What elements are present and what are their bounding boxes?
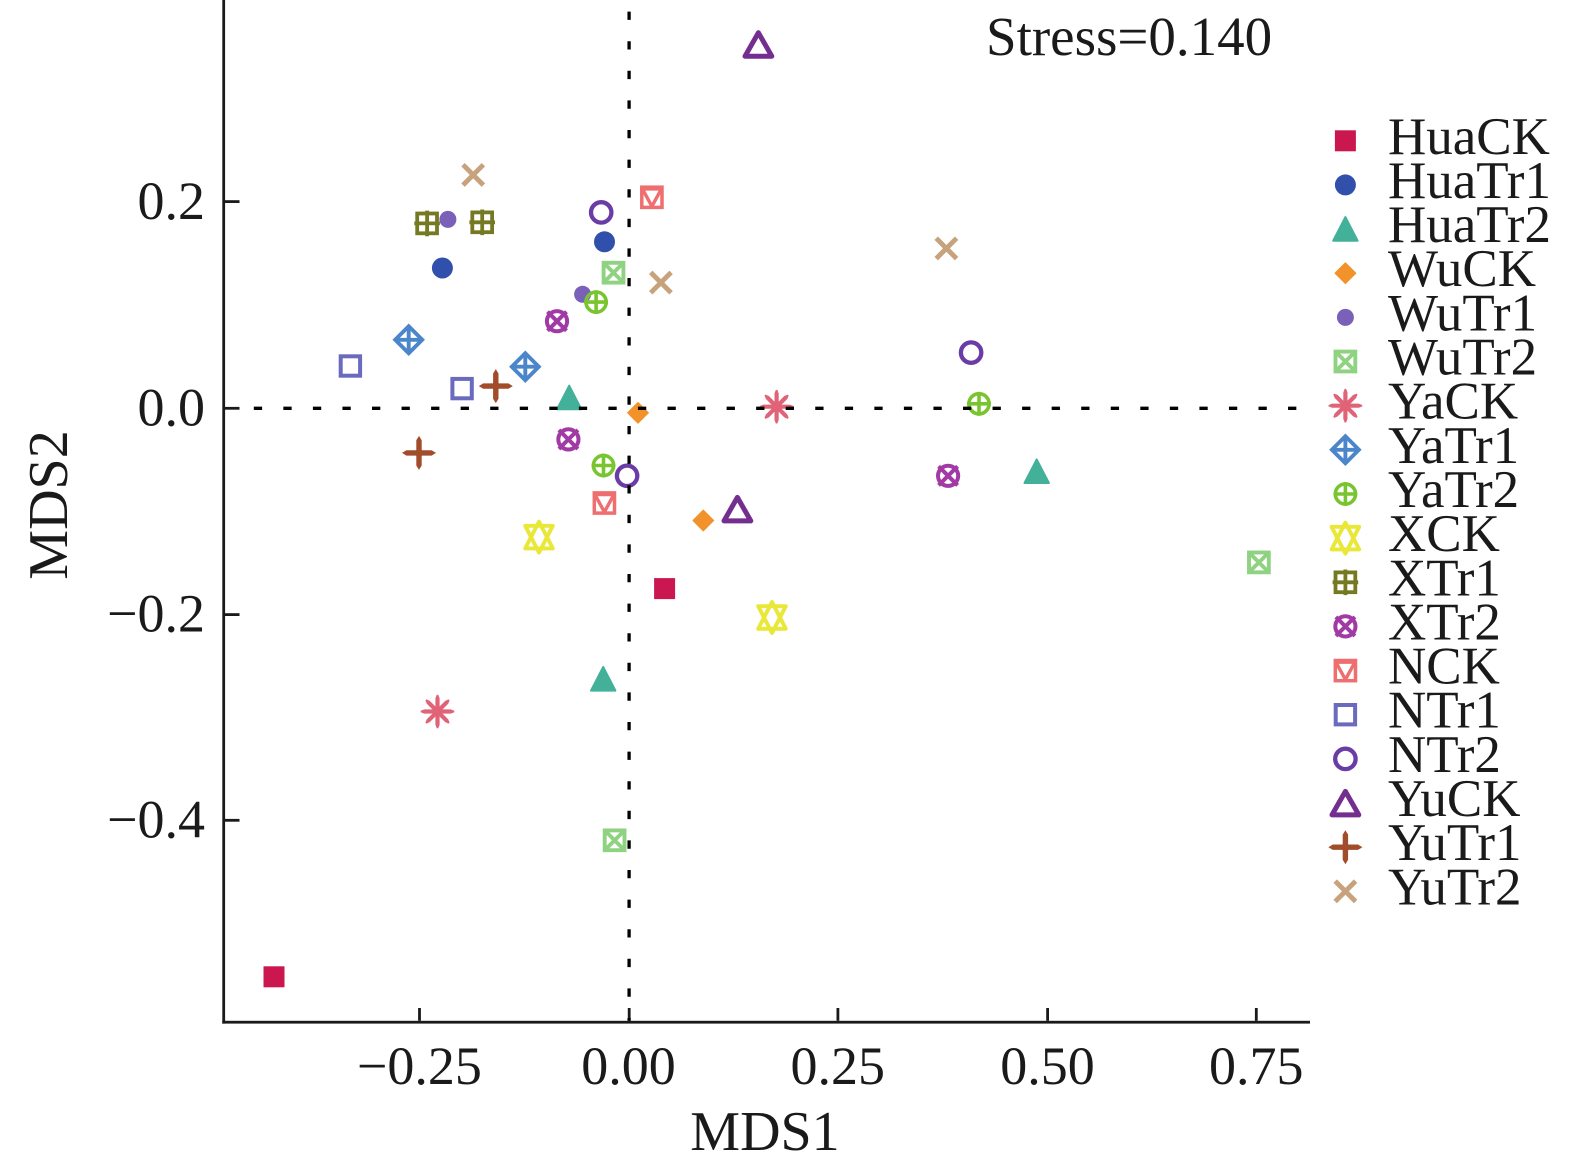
svg-text:XTr1: XTr1 [1388, 549, 1501, 607]
svg-text:0.00: 0.00 [581, 1036, 676, 1096]
svg-text:HuaTr2: HuaTr2 [1388, 196, 1551, 254]
svg-text:YaCK: YaCK [1388, 373, 1518, 431]
svg-text:Stress=0.140: Stress=0.140 [986, 6, 1272, 67]
svg-text:HuaCK: HuaCK [1388, 108, 1550, 166]
svg-text:YaTr2: YaTr2 [1388, 461, 1519, 519]
svg-text:−0.4: −0.4 [107, 790, 205, 850]
svg-text:−0.2: −0.2 [107, 584, 205, 644]
svg-text:YuTr2: YuTr2 [1388, 858, 1522, 916]
svg-text:0.2: 0.2 [138, 171, 206, 231]
svg-text:WuCK: WuCK [1388, 240, 1536, 298]
svg-text:0.50: 0.50 [1000, 1036, 1095, 1096]
svg-text:YuTr1: YuTr1 [1388, 814, 1522, 872]
svg-text:YaTr1: YaTr1 [1388, 417, 1519, 475]
svg-text:XTr2: XTr2 [1388, 593, 1501, 651]
svg-text:0.75: 0.75 [1209, 1036, 1304, 1096]
svg-text:XCK: XCK [1388, 505, 1500, 563]
svg-text:HuaTr1: HuaTr1 [1388, 152, 1551, 210]
svg-text:MDS1: MDS1 [690, 1101, 839, 1163]
svg-text:0.25: 0.25 [791, 1036, 886, 1096]
svg-text:0.0: 0.0 [138, 378, 206, 438]
svg-text:NTr1: NTr1 [1388, 682, 1501, 740]
svg-text:NCK: NCK [1388, 638, 1500, 696]
svg-text:WuTr1: WuTr1 [1388, 284, 1537, 342]
svg-text:YuCK: YuCK [1388, 770, 1521, 828]
svg-text:MDS2: MDS2 [18, 430, 80, 579]
svg-text:−0.25: −0.25 [357, 1036, 482, 1096]
svg-text:WuTr2: WuTr2 [1388, 329, 1537, 387]
svg-text:NTr2: NTr2 [1388, 726, 1501, 784]
